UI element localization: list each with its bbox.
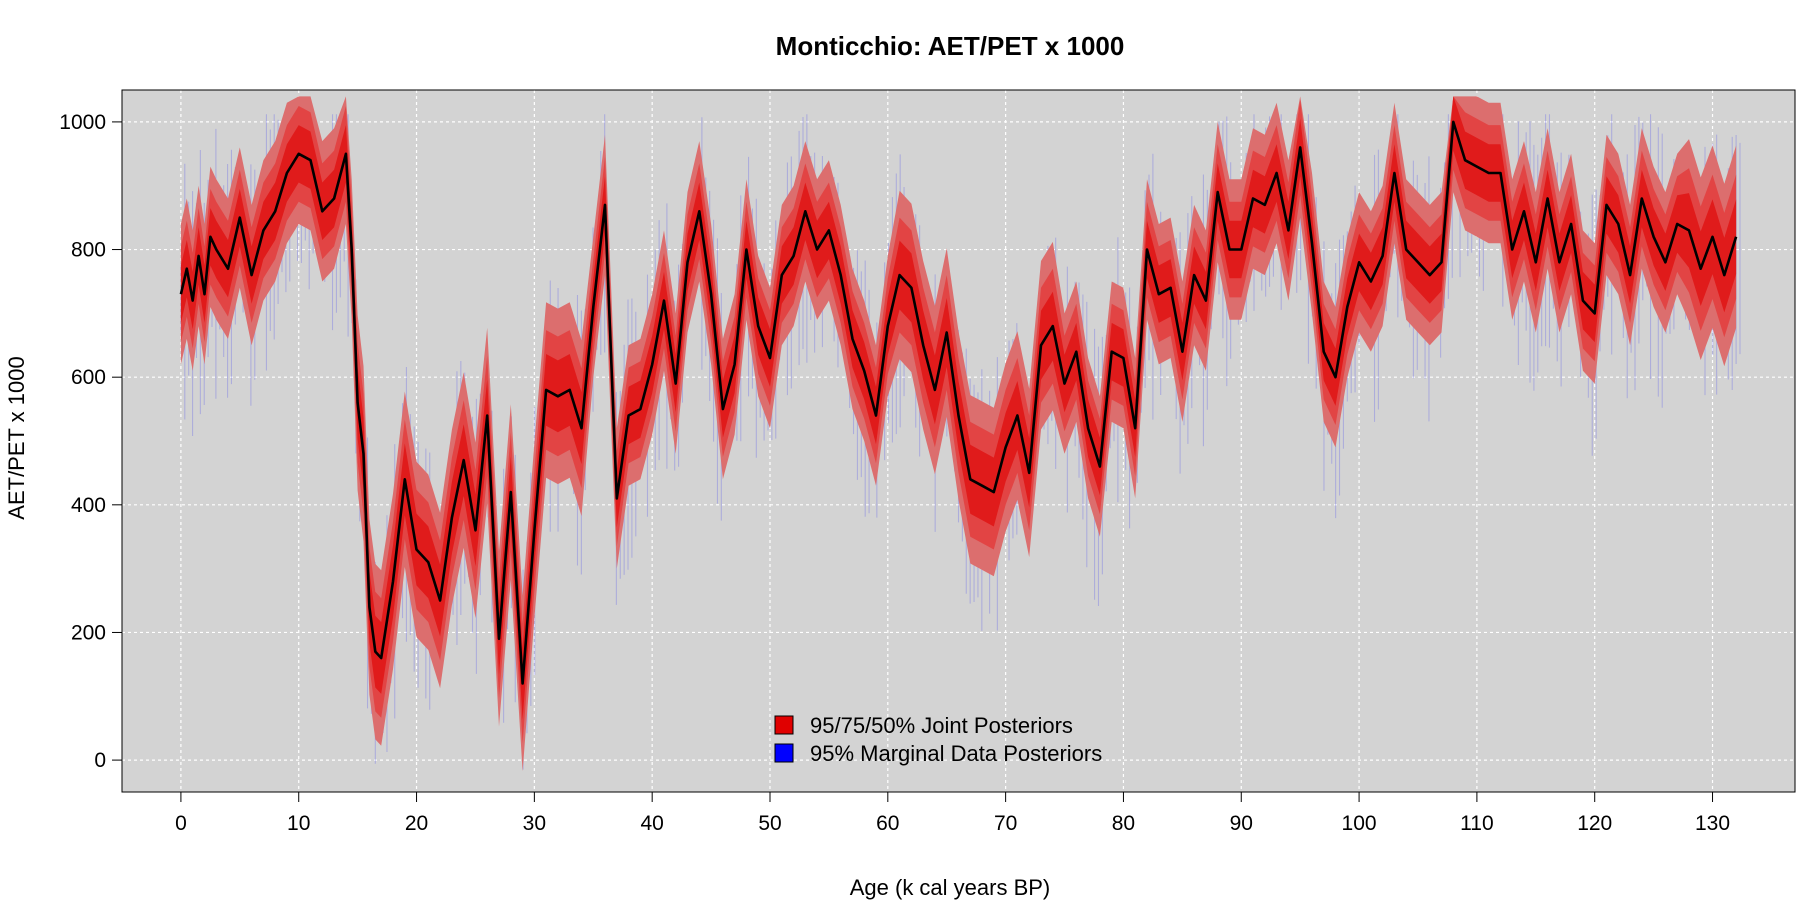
x-tick-label: 50: [758, 812, 781, 835]
x-tick-label: 70: [994, 812, 1017, 835]
y-tick-label: 1000: [59, 111, 106, 134]
x-tick-label: 120: [1577, 812, 1612, 835]
y-tick-label: 400: [71, 494, 106, 517]
median-line: [179, 120, 1738, 685]
x-tick-label: 20: [405, 812, 428, 835]
chart-title: Monticchio: AET/PET x 1000: [776, 31, 1125, 61]
x-tick-label: 40: [640, 812, 663, 835]
axes: 0 10 20 30 40 50 60 70 80 90 100 110 120 130 0 200 400 60…: [59, 89, 1796, 835]
y-axis-label: AET/PET x 1000: [4, 356, 29, 519]
x-tick-label: 80: [1112, 812, 1135, 835]
x-tick-label: 130: [1695, 812, 1730, 835]
legend-swatch-marginal: [774, 743, 794, 763]
y-tick-label: 200: [71, 621, 106, 644]
x-tick-label: 30: [523, 812, 546, 835]
x-tick-label: 10: [287, 812, 310, 835]
y-tick-label: 600: [71, 366, 106, 389]
x-tick-label: 110: [1460, 812, 1493, 835]
x-tick-label: 60: [876, 812, 899, 835]
y-tick-label: 800: [71, 239, 106, 262]
legend-label-marginal: 95% Marginal Data Posteriors: [810, 741, 1102, 766]
legend-swatch-joint: [774, 715, 794, 735]
legend: 95/75/50% Joint Posteriors 95% Marginal …: [774, 713, 1102, 766]
x-tick-label: 90: [1230, 812, 1253, 835]
x-tick-label: 100: [1342, 812, 1377, 835]
x-axis-label: Age (k cal years BP): [850, 875, 1051, 900]
legend-label-joint: 95/75/50% Joint Posteriors: [810, 713, 1073, 738]
plot-border: [121, 89, 1796, 793]
x-tick-label: 0: [175, 812, 187, 835]
y-tick-label: 0: [94, 749, 106, 772]
median-line-layer: [179, 120, 1738, 685]
